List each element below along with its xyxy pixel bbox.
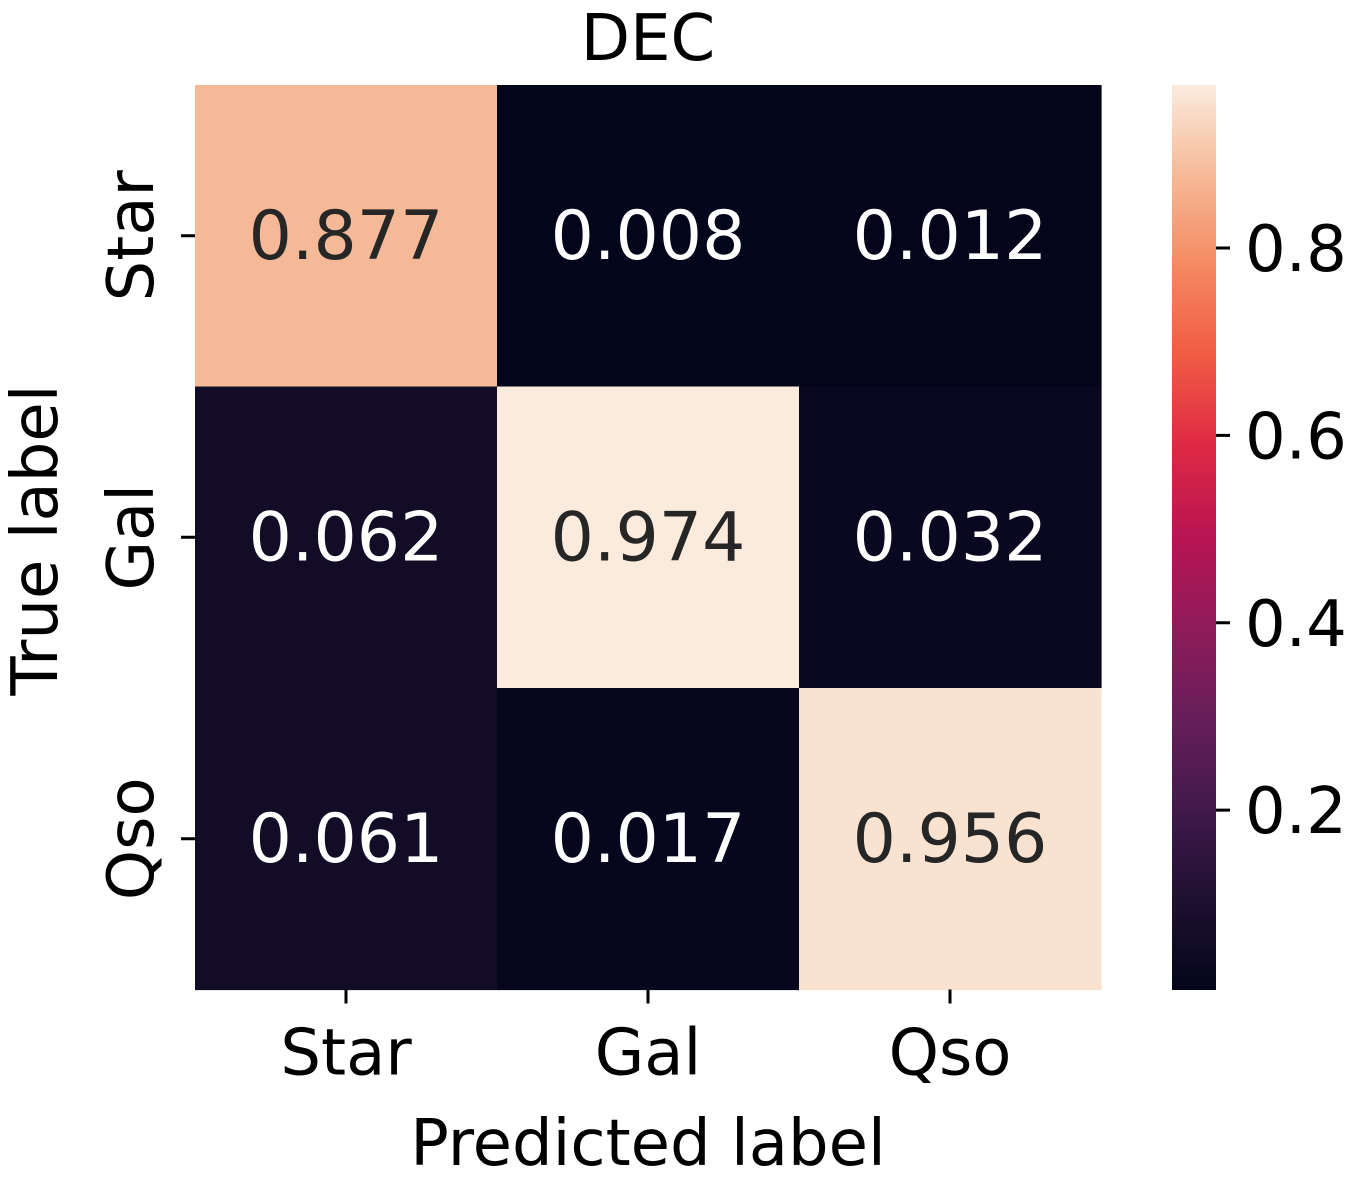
heatmap-axes: Star Gal Qso Star Gal Qso <box>95 169 1011 1090</box>
colorbar-tick-label: 0.8 <box>1245 213 1347 287</box>
cell-value-label: 0.062 <box>249 498 444 577</box>
y-axis-label: True label <box>0 384 73 696</box>
y-tick-label: Star <box>95 169 169 301</box>
y-tick-label: Qso <box>95 777 169 900</box>
cell-value-label: 0.877 <box>249 197 444 276</box>
heatmap-cell-r2-c0 <box>195 688 498 991</box>
cell-value-label: 0.012 <box>853 197 1048 276</box>
heatmap-cell-r2-c1 <box>497 688 800 991</box>
cell-value-label: 0.008 <box>551 197 746 276</box>
x-tick-label: Star <box>280 1017 412 1091</box>
cell-value-label: 0.956 <box>853 800 1048 879</box>
colorbar: 0.2 0.4 0.6 0.8 <box>1172 85 1347 990</box>
heatmap-cell-r1-c1 <box>497 386 800 689</box>
heatmap-cell-r1-c0 <box>195 386 498 689</box>
heatmap-cell-r0-c1 <box>497 85 800 388</box>
cell-value-label: 0.974 <box>551 498 746 577</box>
heatmap-cell-r0-c2 <box>799 85 1102 388</box>
heatmap-cells: 0.877 0.008 0.012 0.062 0.974 0.032 0.061 0.017… <box>195 85 1102 991</box>
cell-value-label: 0.032 <box>853 498 1048 577</box>
chart-title: DEC <box>581 2 715 76</box>
colorbar-tick-label: 0.4 <box>1245 588 1347 662</box>
colorbar-gradient <box>1172 85 1216 990</box>
heatmap-cell-r1-c2 <box>799 386 1102 689</box>
x-tick-label: Gal <box>595 1017 702 1091</box>
y-tick-label: Gal <box>95 484 169 591</box>
colorbar-tick-label: 0.6 <box>1245 400 1347 474</box>
heatmap-cell-r2-c2 <box>799 688 1102 991</box>
cell-value-label: 0.061 <box>249 800 444 879</box>
heatmap-cell-r0-c0 <box>195 85 498 388</box>
colorbar-tick-label: 0.2 <box>1245 775 1347 849</box>
cell-value-label: 0.017 <box>551 800 746 879</box>
x-tick-label: Qso <box>889 1017 1012 1091</box>
x-axis-label: Predicted label <box>410 1107 886 1181</box>
